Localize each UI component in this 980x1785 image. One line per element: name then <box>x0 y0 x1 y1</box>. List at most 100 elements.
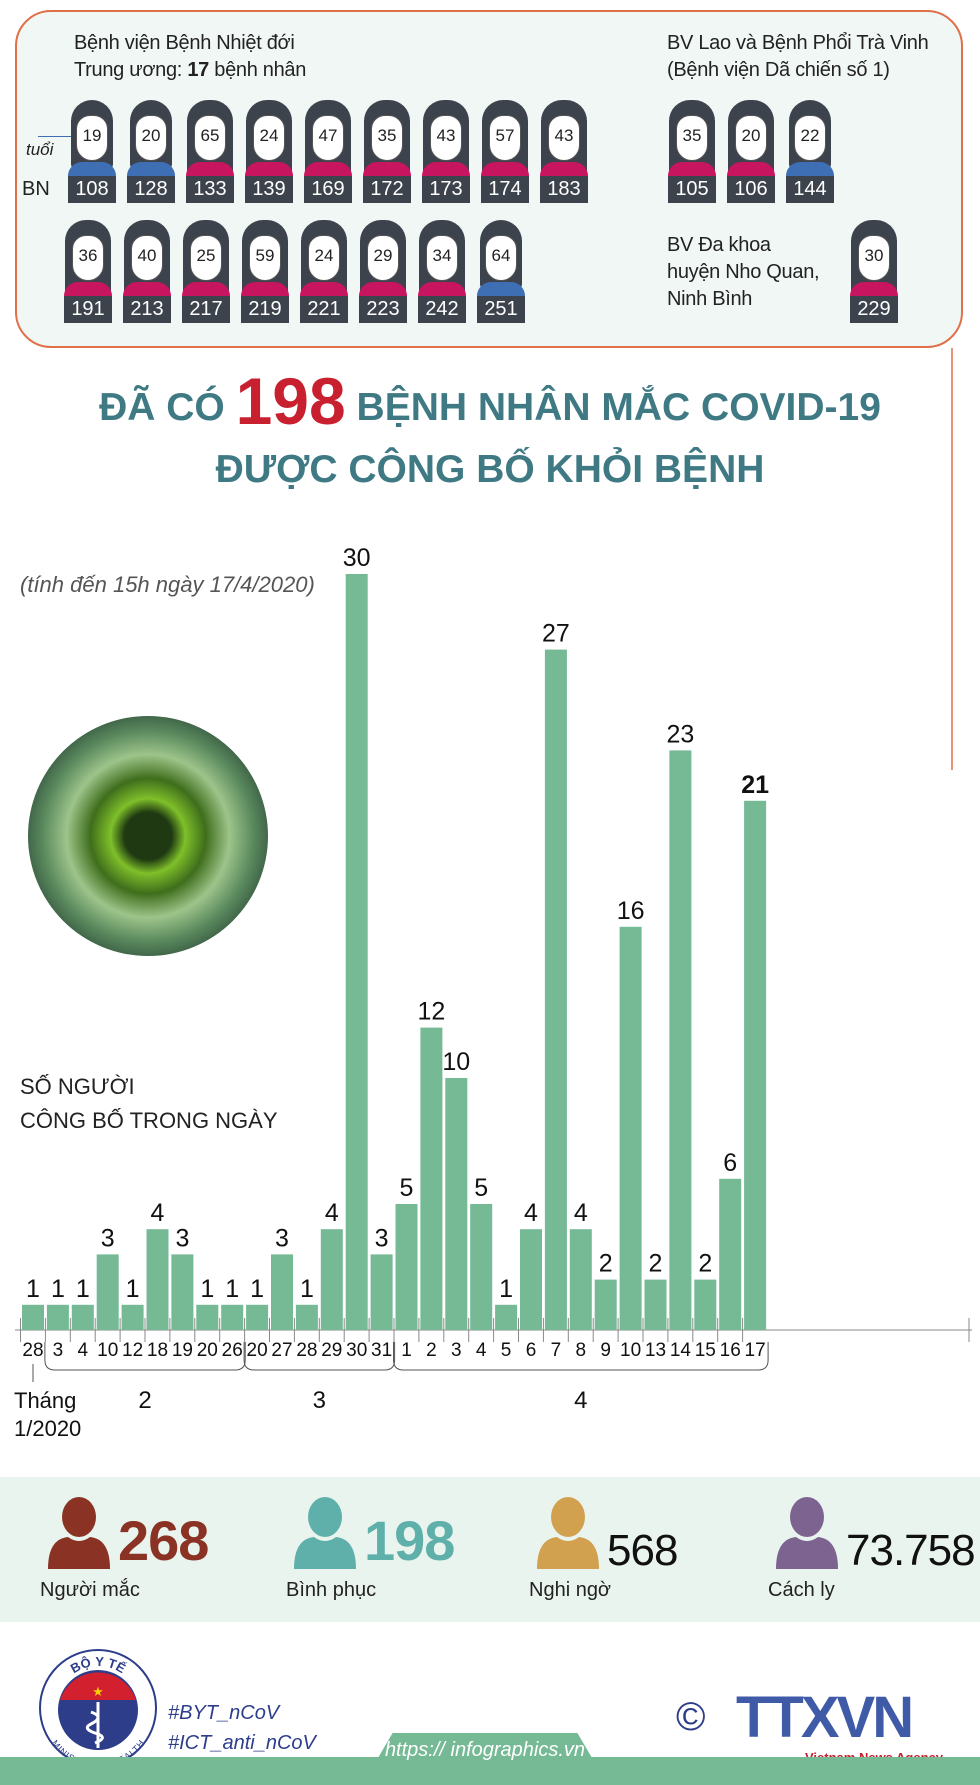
person-icon <box>537 1497 599 1569</box>
date-label: 1 <box>401 1340 412 1361</box>
date-label: 4 <box>476 1340 487 1361</box>
patient-number: 183 <box>540 176 588 203</box>
hospital-name: huyện Nho Quan, <box>667 261 820 283</box>
title-text: ĐÃ CÓ <box>99 386 236 429</box>
star-icon: ★ <box>92 1684 104 1699</box>
subtitle: (tính đến 15h ngày 17/4/2020) <box>20 572 315 597</box>
bar <box>71 1304 94 1330</box>
bar <box>146 1229 169 1330</box>
hospital-name: Ninh Bình <box>667 288 753 310</box>
value-label: 4 <box>524 1199 538 1227</box>
patient-number: 217 <box>182 296 230 323</box>
bar <box>22 1304 44 1330</box>
stat-value: 568 <box>607 1526 678 1575</box>
copyright-icon: © <box>676 1695 706 1739</box>
patient-icon: 57 174 <box>479 100 531 204</box>
patient-number: 219 <box>241 296 289 323</box>
stat-value: 73.758 <box>846 1526 976 1575</box>
title-line-1: ĐÃ CÓ 198 BỆNH NHÂN MẮC COVID-19 <box>0 368 980 439</box>
patient-age: 22 <box>794 115 826 161</box>
bar <box>470 1204 493 1330</box>
value-label: 12 <box>417 998 445 1026</box>
y-label-line: CÔNG BỐ TRONG NGÀY <box>20 1108 278 1133</box>
stat-value: 198 <box>364 1509 455 1572</box>
date-label: 30 <box>346 1340 367 1361</box>
patient-number: 213 <box>123 296 171 323</box>
patient-age: 65 <box>194 115 226 161</box>
date-label: 28 <box>296 1340 317 1361</box>
patient-age: 29 <box>367 235 399 281</box>
value-label: 1 <box>250 1275 264 1303</box>
moh-top-text: BỘ Y TẾ <box>68 1654 129 1676</box>
patient-icon: 30 229 <box>848 220 900 324</box>
patient-count-line: Trung ương: 17 bệnh nhân <box>74 57 306 84</box>
label: bệnh nhân <box>208 59 307 81</box>
patient-number: 242 <box>418 296 466 323</box>
value-label: 30 <box>343 544 371 572</box>
date-label: 31 <box>371 1340 392 1361</box>
date-label: 4 <box>78 1340 89 1361</box>
bar <box>644 1279 667 1330</box>
title-text: BỆNH NHÂN MẮC COVID-19 <box>345 386 881 429</box>
patient-icon: 43 183 <box>538 100 590 204</box>
patient-age: 24 <box>253 115 285 161</box>
bar <box>669 750 692 1330</box>
patient-age: 30 <box>858 235 890 281</box>
patient-age: 35 <box>371 115 403 161</box>
patient-icon: 47 169 <box>302 100 354 204</box>
bar-chart: 1281314310112418319120126120327128429303… <box>14 544 972 1440</box>
bar <box>569 1229 592 1330</box>
patient-icon: 36 191 <box>62 220 114 324</box>
bn-label: BN <box>22 178 50 200</box>
value-label: 1 <box>225 1275 239 1303</box>
bar <box>495 1304 518 1330</box>
count: 17 <box>187 59 209 81</box>
patient-icon: 35 105 <box>666 100 718 204</box>
hospital-name: Bệnh viện Bệnh Nhiệt đới <box>74 32 295 54</box>
value-label: 1 <box>26 1275 40 1303</box>
hashtag[interactable]: #ICT_anti_nCoV <box>168 1732 316 1754</box>
date-label: 8 <box>576 1340 587 1361</box>
hashtag[interactable]: #BYT_nCoV <box>168 1702 280 1724</box>
date-label: 18 <box>147 1340 168 1361</box>
label: Trung ương: <box>74 59 188 81</box>
patient-number: 172 <box>363 176 411 203</box>
bar <box>196 1304 219 1330</box>
value-label: 4 <box>325 1199 339 1227</box>
patient-age: 24 <box>308 235 340 281</box>
date-label: 20 <box>197 1340 218 1361</box>
patient-number: 251 <box>477 296 525 323</box>
patient-icon: 65 133 <box>184 100 236 204</box>
page-title: ĐÃ CÓ 198 BỆNH NHÂN MẮC COVID-19 ĐƯỢC CÔ… <box>0 368 980 501</box>
patient-number: 173 <box>422 176 470 203</box>
date-label: 7 <box>551 1340 562 1361</box>
ministry-of-health-logo: ★ BỘ Y TẾ MINISTRY OF HEALTH <box>39 1649 157 1770</box>
stat-label: Người mắc <box>40 1579 140 1601</box>
value-label: 3 <box>275 1224 289 1252</box>
patient-icon: 40 213 <box>121 220 173 324</box>
date-label: 28 <box>22 1340 43 1361</box>
patient-age: 47 <box>312 115 344 161</box>
title-line-2: ĐƯỢC CÔNG BỐ KHỎI BỆNH <box>215 448 765 491</box>
website-link[interactable]: https:// infographics.vn <box>375 1733 595 1763</box>
value-label: 2 <box>649 1250 663 1278</box>
bar <box>420 1027 443 1330</box>
bar <box>271 1254 293 1330</box>
patient-age: 35 <box>676 115 708 161</box>
value-label: 1 <box>300 1275 314 1303</box>
stat-label: Bình phục <box>286 1579 377 1601</box>
connector-line <box>951 348 953 770</box>
bar <box>295 1304 318 1330</box>
bar <box>171 1254 194 1330</box>
date-label: 12 <box>122 1340 143 1361</box>
patient-number: 139 <box>245 176 293 203</box>
value-label: 3 <box>101 1224 115 1252</box>
patient-age: 34 <box>426 235 458 281</box>
value-label: 4 <box>574 1199 588 1227</box>
patient-age: 20 <box>135 115 167 161</box>
bar <box>395 1204 418 1330</box>
stat-label: Nghi ngờ <box>529 1579 612 1601</box>
value-label: 10 <box>442 1048 470 1076</box>
patient-age: 43 <box>430 115 462 161</box>
date-label: 13 <box>645 1340 666 1361</box>
